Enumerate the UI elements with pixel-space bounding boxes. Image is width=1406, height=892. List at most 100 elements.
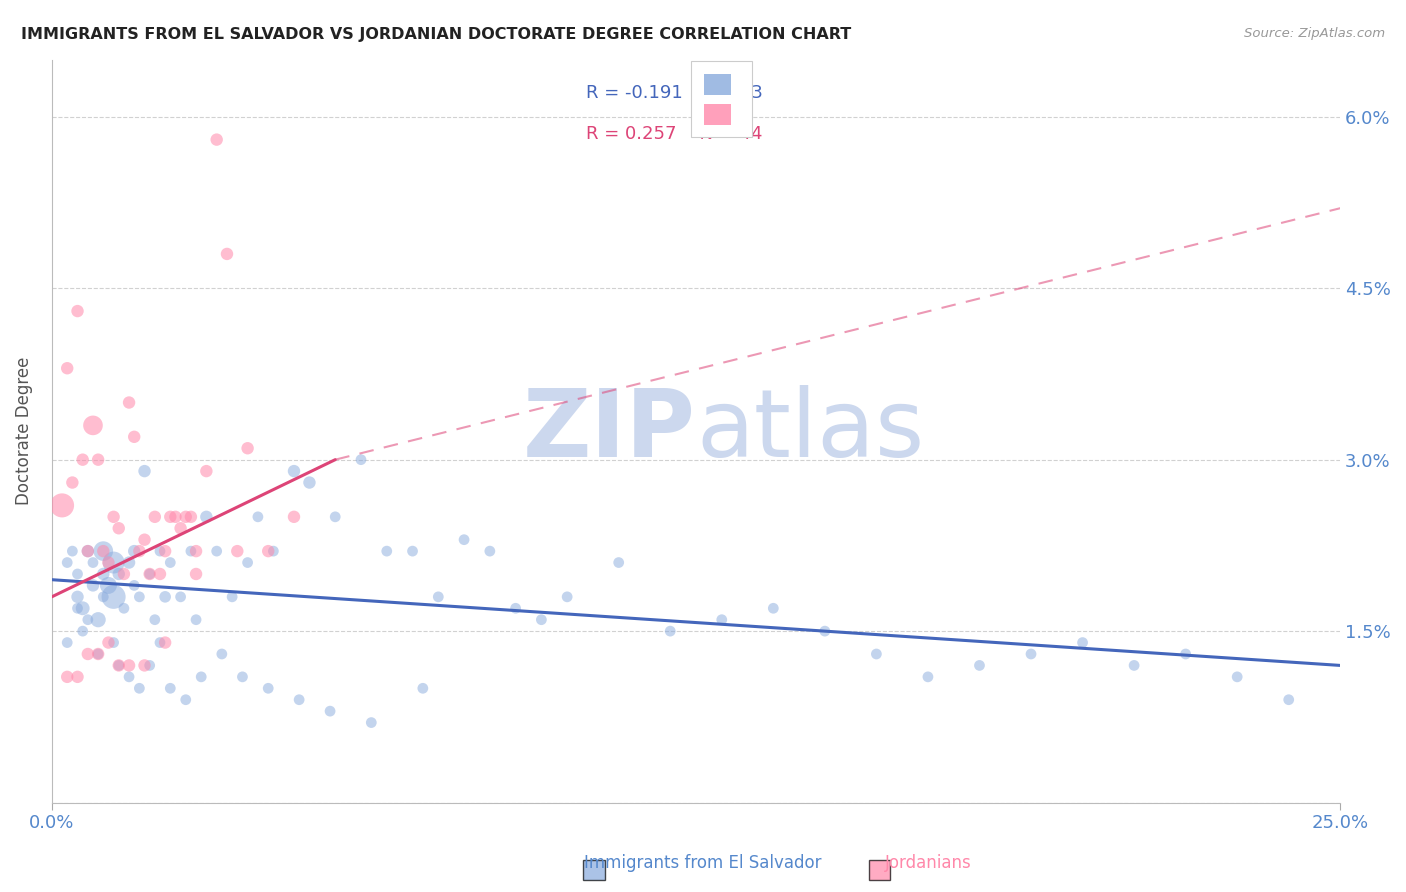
Point <box>82 418 104 433</box>
Point <box>128 590 150 604</box>
Point <box>180 509 202 524</box>
Text: R = -0.191   N = 83: R = -0.191 N = 83 <box>586 84 763 102</box>
Text: atlas: atlas <box>696 385 924 477</box>
Point <box>401 544 423 558</box>
Point <box>149 566 172 581</box>
Point <box>360 715 382 730</box>
Point <box>427 590 450 604</box>
Point <box>143 509 166 524</box>
Point <box>118 395 141 409</box>
Point <box>112 566 135 581</box>
Point <box>143 613 166 627</box>
Point <box>60 544 83 558</box>
Point <box>122 544 145 558</box>
Text: Source: ZipAtlas.com: Source: ZipAtlas.com <box>1244 27 1385 40</box>
Text: ZIP: ZIP <box>523 385 696 477</box>
Point <box>215 247 238 261</box>
Point <box>236 442 259 456</box>
Point <box>76 613 98 627</box>
Point <box>107 566 129 581</box>
Point <box>226 544 249 558</box>
Text: R = 0.257    N = 44: R = 0.257 N = 44 <box>586 125 763 143</box>
Point <box>153 590 176 604</box>
Point <box>118 658 141 673</box>
Point <box>97 578 120 592</box>
Point <box>283 509 305 524</box>
Point <box>118 556 141 570</box>
Point <box>97 635 120 649</box>
Legend: , : , <box>692 62 752 137</box>
Point <box>607 556 630 570</box>
Point <box>118 670 141 684</box>
Text: Immigrants from El Salvador: Immigrants from El Salvador <box>585 855 821 872</box>
Text: IMMIGRANTS FROM EL SALVADOR VS JORDANIAN DOCTORATE DEGREE CORRELATION CHART: IMMIGRANTS FROM EL SALVADOR VS JORDANIAN… <box>21 27 852 42</box>
Point <box>138 566 160 581</box>
Point <box>91 544 114 558</box>
Point <box>87 452 110 467</box>
Point <box>66 566 89 581</box>
Point <box>134 533 156 547</box>
Point <box>107 658 129 673</box>
Point <box>453 533 475 547</box>
Point <box>91 590 114 604</box>
Point <box>375 544 398 558</box>
Point <box>103 590 125 604</box>
Point <box>184 544 207 558</box>
Point <box>66 601 89 615</box>
Point <box>56 670 79 684</box>
Point <box>205 544 228 558</box>
Point <box>76 647 98 661</box>
Point <box>66 590 89 604</box>
Point <box>710 613 733 627</box>
Point <box>159 556 181 570</box>
Point <box>56 556 79 570</box>
Point <box>184 613 207 627</box>
Point <box>87 647 110 661</box>
Point <box>762 601 785 615</box>
Point <box>60 475 83 490</box>
Point <box>76 544 98 558</box>
Point <box>128 681 150 696</box>
Point <box>195 464 218 478</box>
Point <box>103 635 125 649</box>
Point <box>530 613 553 627</box>
Point <box>865 647 887 661</box>
Point <box>66 670 89 684</box>
Point <box>323 509 346 524</box>
Point <box>184 566 207 581</box>
Point <box>1174 647 1197 661</box>
Point <box>51 499 73 513</box>
Point <box>159 681 181 696</box>
Point <box>112 601 135 615</box>
Point <box>149 635 172 649</box>
Point <box>174 509 197 524</box>
Point <box>91 566 114 581</box>
Point <box>659 624 682 639</box>
Point <box>246 509 269 524</box>
Point <box>478 544 501 558</box>
Point <box>1226 670 1249 684</box>
Point <box>814 624 837 639</box>
Point <box>257 544 280 558</box>
Point <box>153 544 176 558</box>
Point <box>72 452 94 467</box>
Point <box>169 521 191 535</box>
Point <box>138 566 160 581</box>
Point <box>159 509 181 524</box>
Point <box>283 464 305 478</box>
Point <box>107 521 129 535</box>
Point <box>72 601 94 615</box>
Point <box>82 578 104 592</box>
Point <box>107 658 129 673</box>
Point <box>1071 635 1094 649</box>
Point <box>134 464 156 478</box>
Point <box>165 509 187 524</box>
Point <box>122 430 145 444</box>
Point <box>1019 647 1042 661</box>
Point <box>231 670 253 684</box>
Point <box>149 544 172 558</box>
Point <box>134 658 156 673</box>
Point <box>319 704 342 718</box>
Point <box>350 452 373 467</box>
Point <box>169 590 191 604</box>
